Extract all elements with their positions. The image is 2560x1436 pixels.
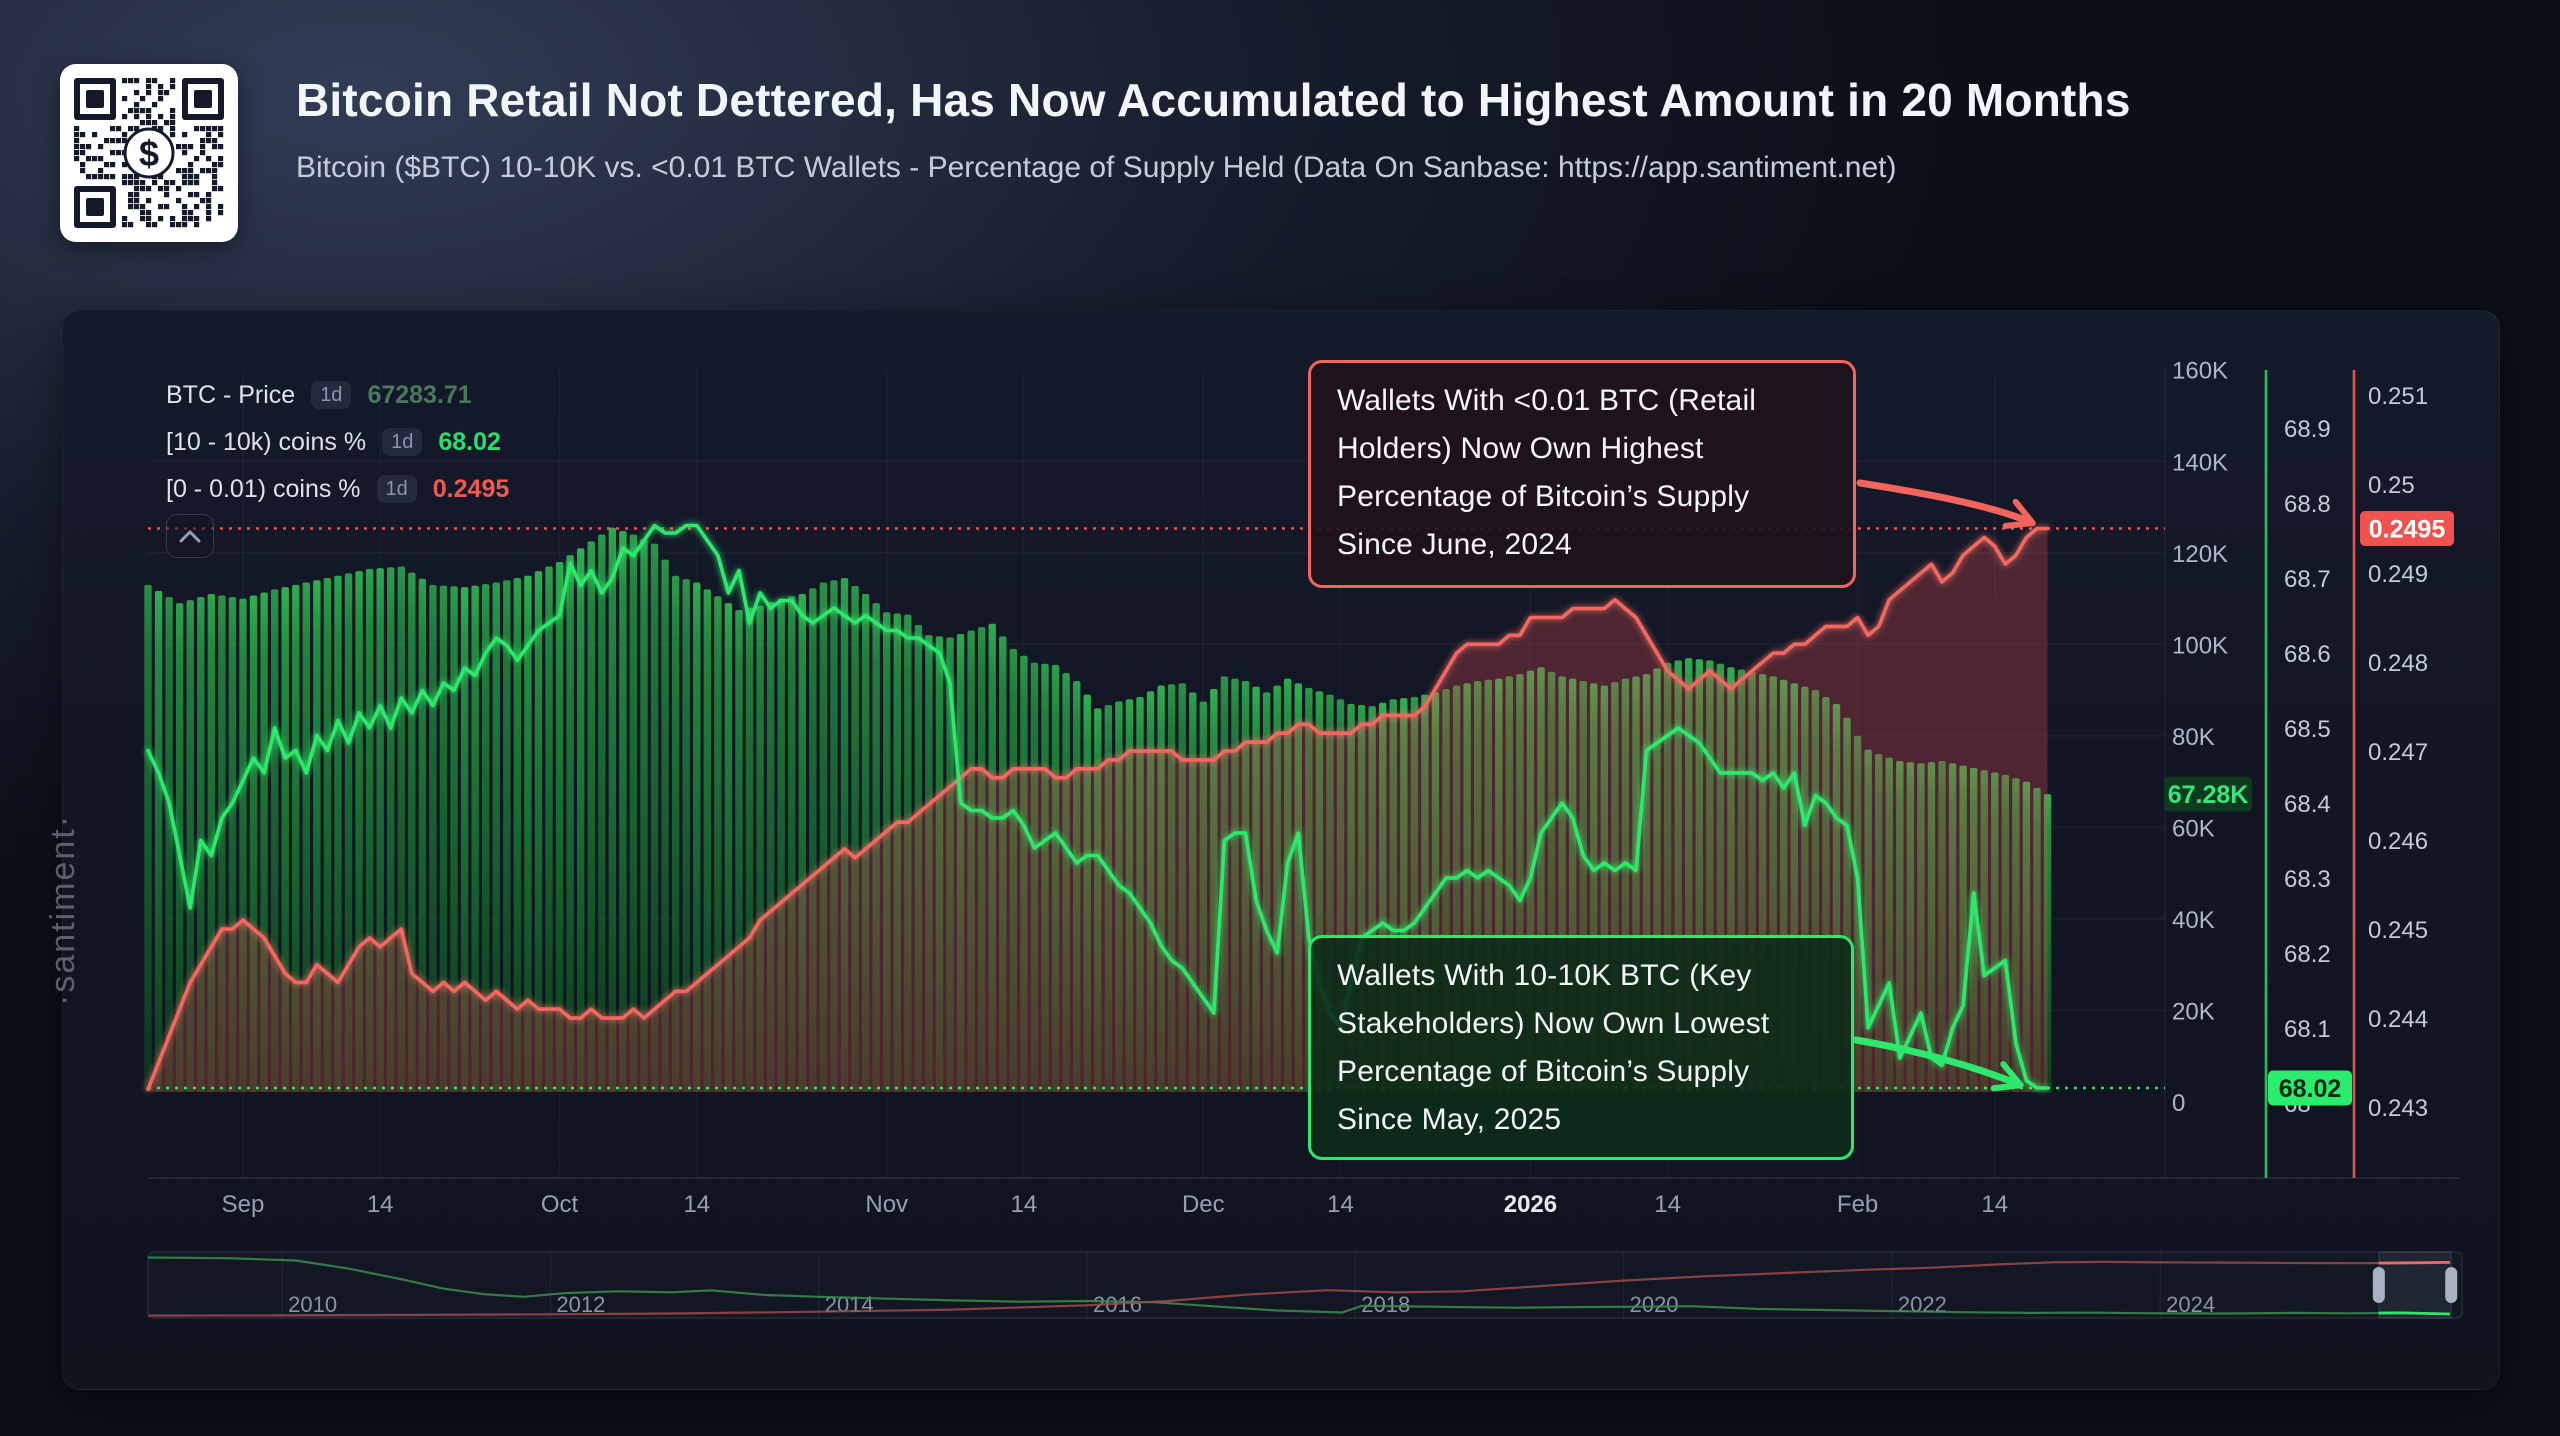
svg-text:2026: 2026 bbox=[1504, 1191, 1557, 1218]
svg-text:120K: 120K bbox=[2172, 541, 2228, 568]
svg-text:Sep: Sep bbox=[222, 1191, 265, 1218]
svg-text:2022: 2022 bbox=[1898, 1292, 1947, 1317]
svg-text:2018: 2018 bbox=[1361, 1292, 1410, 1317]
page-title: Bitcoin Retail Not Dettered, Has Now Acc… bbox=[296, 74, 2131, 126]
legend-item-0-001-coins[interactable]: [0 - 0.01) coins % 1d 0.2495 bbox=[166, 472, 509, 506]
brush-handle-left[interactable] bbox=[2372, 1267, 2385, 1303]
legend-label: [10 - 10k) coins % bbox=[166, 427, 367, 456]
svg-text:Nov: Nov bbox=[865, 1191, 908, 1218]
svg-text:0.247: 0.247 bbox=[2368, 739, 2428, 766]
annotation-arrows bbox=[1852, 479, 2036, 1092]
interval-badge[interactable]: 1d bbox=[382, 428, 423, 456]
svg-text:67.28K: 67.28K bbox=[2168, 781, 2249, 809]
svg-text:68.1: 68.1 bbox=[2284, 1016, 2331, 1043]
svg-text:14: 14 bbox=[1981, 1191, 2008, 1218]
svg-text:0.25: 0.25 bbox=[2368, 472, 2415, 499]
svg-text:40K: 40K bbox=[2172, 907, 2215, 934]
legend-item-btc-price[interactable]: BTC - Price 1d 67283.71 bbox=[166, 378, 509, 412]
stakeholder-line bbox=[146, 523, 2050, 1090]
svg-text:0.244: 0.244 bbox=[2368, 1006, 2428, 1033]
santiment-qr-code: $ bbox=[60, 64, 238, 242]
legend-item-10-10k-coins[interactable]: [10 - 10k) coins % 1d 68.02 bbox=[166, 425, 509, 459]
qr-pattern: $ bbox=[74, 78, 224, 228]
svg-text:140K: 140K bbox=[2172, 449, 2228, 476]
red-arrow bbox=[1856, 479, 2036, 529]
collapse-legend-button[interactable] bbox=[166, 514, 214, 558]
legend-value: 68.02 bbox=[438, 427, 501, 456]
svg-text:68.3: 68.3 bbox=[2284, 866, 2331, 893]
svg-text:68.9: 68.9 bbox=[2284, 416, 2331, 443]
current-value-badges: 67.28K 0.2495 68.02 bbox=[2164, 511, 2454, 1106]
interval-badge[interactable]: 1d bbox=[311, 381, 352, 409]
svg-text:0: 0 bbox=[2172, 1090, 2185, 1117]
svg-text:68.7: 68.7 bbox=[2284, 566, 2331, 593]
retail-value-badge bbox=[2360, 511, 2454, 546]
stakeholder-value-badge bbox=[2268, 1070, 2352, 1106]
chevron-up-icon bbox=[179, 530, 201, 543]
svg-text:$: $ bbox=[139, 133, 159, 174]
page-subtitle: Bitcoin ($BTC) 10-10K vs. <0.01 BTC Wall… bbox=[296, 150, 1897, 184]
svg-text:0.2495: 0.2495 bbox=[2369, 516, 2446, 544]
santiment-watermark: ·santiment· bbox=[44, 813, 82, 1006]
chart-card bbox=[62, 310, 2500, 1390]
svg-text:14: 14 bbox=[683, 1191, 710, 1218]
svg-text:0.249: 0.249 bbox=[2368, 561, 2428, 588]
svg-text:0.243: 0.243 bbox=[2368, 1095, 2428, 1122]
mini-timeline[interactable]: 2010 2012 2014 2016 2018 2020 2022 2024 bbox=[147, 1251, 2463, 1319]
svg-text:14: 14 bbox=[1327, 1191, 1354, 1218]
svg-text:68.5: 68.5 bbox=[2284, 716, 2331, 743]
legend-value: 0.2495 bbox=[432, 474, 510, 503]
svg-text:14: 14 bbox=[1654, 1191, 1681, 1218]
svg-text:60K: 60K bbox=[2172, 815, 2215, 842]
svg-text:2010: 2010 bbox=[288, 1292, 337, 1317]
interval-badge[interactable]: 1d bbox=[376, 475, 417, 503]
legend-value: 67283.71 bbox=[367, 380, 472, 409]
svg-text:0.245: 0.245 bbox=[2368, 917, 2428, 944]
brush-handle-right[interactable] bbox=[2445, 1267, 2458, 1303]
chart-legend: BTC - Price 1d 67283.71 [10 - 10k) coins… bbox=[166, 378, 509, 519]
mini-green-line bbox=[147, 1256, 2450, 1316]
annotation-text: Wallets With <0.01 BTC (Retail Holders) … bbox=[1337, 384, 1757, 561]
svg-text:68.02: 68.02 bbox=[2279, 1075, 2342, 1103]
mini-red-line bbox=[147, 1260, 2450, 1317]
level-lines bbox=[148, 527, 2165, 1090]
legend-label: [0 - 0.01) coins % bbox=[166, 474, 361, 503]
svg-text:14: 14 bbox=[1011, 1191, 1038, 1218]
svg-text:2020: 2020 bbox=[1630, 1292, 1679, 1317]
annotation-retail-holders: Wallets With <0.01 BTC (Retail Holders) … bbox=[1308, 360, 1856, 588]
svg-text:Dec: Dec bbox=[1182, 1191, 1225, 1218]
annotation-key-stakeholders: Wallets With 10-10K BTC (Key Stakeholder… bbox=[1308, 935, 1854, 1160]
svg-text:160K: 160K bbox=[2172, 358, 2228, 385]
svg-text:Oct: Oct bbox=[541, 1191, 579, 1218]
series-lines bbox=[146, 523, 2050, 1091]
svg-text:14: 14 bbox=[367, 1191, 394, 1218]
svg-text:80K: 80K bbox=[2172, 724, 2215, 751]
legend-label: BTC - Price bbox=[166, 380, 296, 409]
green-arrow bbox=[1852, 1036, 2024, 1092]
svg-text:68.8: 68.8 bbox=[2284, 491, 2331, 518]
svg-text:0.251: 0.251 bbox=[2368, 383, 2428, 410]
btc-price-badge bbox=[2164, 776, 2252, 812]
svg-text:20K: 20K bbox=[2172, 998, 2215, 1025]
annotation-text: Wallets With 10-10K BTC (Key Stakeholder… bbox=[1337, 959, 1770, 1136]
svg-text:68.4: 68.4 bbox=[2284, 791, 2331, 818]
svg-text:68.6: 68.6 bbox=[2284, 641, 2331, 668]
retail-line bbox=[146, 526, 2050, 1091]
svg-text:2014: 2014 bbox=[825, 1292, 874, 1317]
axes: 160K 140K 120K 100K 80K 60K 40K 20K 0 68.9 68.8 68.… bbox=[148, 358, 2460, 1218]
svg-text:68.2: 68.2 bbox=[2284, 941, 2331, 968]
svg-text:2012: 2012 bbox=[556, 1292, 605, 1317]
svg-text:0.246: 0.246 bbox=[2368, 828, 2428, 855]
svg-text:0.248: 0.248 bbox=[2368, 650, 2428, 677]
svg-text:Feb: Feb bbox=[1837, 1191, 1878, 1218]
svg-text:100K: 100K bbox=[2172, 632, 2228, 659]
